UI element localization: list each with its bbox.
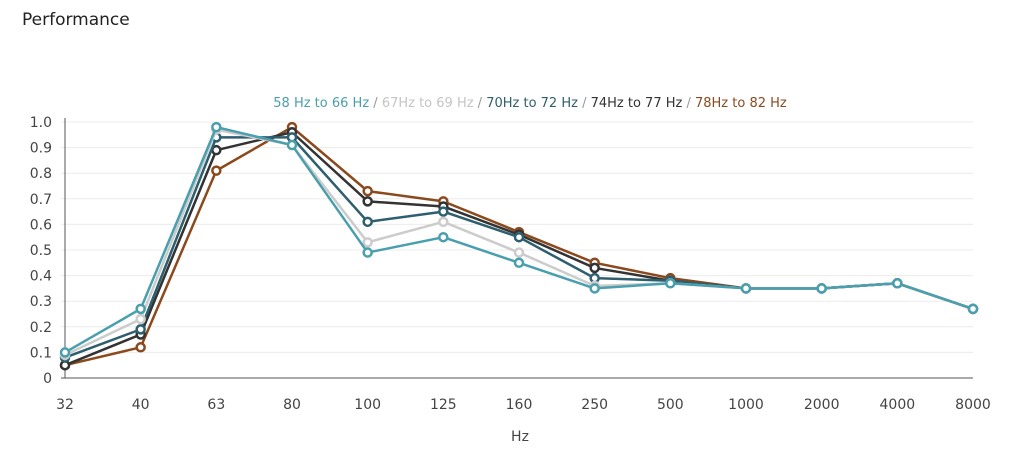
x-tick-label: 500 (657, 397, 684, 413)
legend-text: 58 Hz to 66 Hz / 67Hz to 69 Hz / 70Hz to… (273, 96, 787, 111)
x-axis: 32 40 63 80 100 125 160 250 500 1000 2000 4000 8000 (56, 377, 991, 413)
x-tick-label: 100 (354, 397, 381, 413)
data-point[interactable] (665, 278, 676, 289)
series-1 (59, 121, 979, 358)
data-point[interactable] (362, 196, 373, 207)
data-point[interactable] (740, 283, 752, 294)
data-point[interactable] (967, 303, 979, 315)
data-point[interactable] (286, 139, 298, 151)
legend-separator: / (578, 96, 591, 111)
legend-separator: / (474, 96, 487, 111)
data-point[interactable] (135, 303, 146, 315)
x-tick-label: 8000 (955, 397, 991, 413)
y-tick-label: 0 (43, 371, 52, 387)
x-tick-label: 250 (581, 397, 608, 413)
x-tick-label: 63 (207, 397, 225, 413)
y-tick-label: 0.7 (30, 192, 52, 208)
data-point[interactable] (135, 313, 146, 325)
y-tick-label: 0.8 (30, 166, 52, 182)
y-tick-label: 0.2 (30, 320, 52, 336)
x-tick-label: 125 (430, 397, 457, 413)
data-point[interactable] (211, 121, 222, 133)
y-tick-label: 0.5 (30, 243, 52, 259)
data-point[interactable] (816, 283, 827, 294)
data-point[interactable] (892, 278, 903, 289)
y-tick-label: 0.4 (30, 269, 52, 285)
data-point[interactable] (513, 257, 525, 269)
legend-separator: / (369, 96, 382, 111)
data-point[interactable] (135, 324, 146, 335)
y-tick-label: 0.9 (30, 141, 52, 157)
data-point[interactable] (438, 231, 449, 243)
legend-item-3[interactable]: 70Hz to 72 Hz (486, 96, 578, 111)
x-axis-label: Hz (511, 429, 529, 445)
data-point[interactable] (211, 165, 222, 176)
x-tick-label: 160 (506, 397, 533, 413)
legend-item-1[interactable]: 58 Hz to 66 Hz (273, 96, 369, 111)
legend-item-2[interactable]: 67Hz to 69 Hz (382, 96, 474, 111)
legend[interactable]: 58 Hz to 66 Hz / 67Hz to 69 Hz / 70Hz to… (273, 96, 787, 111)
y-tick-label: 1.0 (30, 115, 52, 131)
data-point[interactable] (589, 283, 600, 294)
data-point[interactable] (362, 185, 373, 197)
legend-item-5[interactable]: 78Hz to 82 Hz (695, 96, 787, 111)
data-point[interactable] (59, 347, 71, 358)
y-tick-label: 0.3 (30, 294, 52, 310)
y-tick-label: 0.6 (30, 217, 52, 233)
legend-item-4[interactable]: 74Hz to 77 Hz (591, 96, 683, 111)
panel-title: Performance (22, 10, 130, 30)
series-5 (59, 121, 979, 371)
x-tick-label: 1000 (728, 397, 764, 413)
x-tick-label: 40 (132, 397, 150, 413)
x-tick-label: 80 (283, 397, 301, 413)
data-point[interactable] (438, 216, 449, 228)
x-tick-label: 2000 (804, 397, 840, 413)
data-point[interactable] (135, 342, 146, 353)
legend-separator: / (682, 96, 695, 111)
data-point[interactable] (362, 216, 373, 228)
x-tick-label: 4000 (880, 397, 916, 413)
data-point[interactable] (513, 231, 525, 243)
data-point[interactable] (513, 247, 525, 258)
data-point[interactable] (362, 247, 373, 258)
series-group (59, 121, 979, 371)
data-point[interactable] (362, 237, 373, 248)
y-tick-label: 0.1 (30, 345, 52, 361)
data-point[interactable] (438, 206, 449, 217)
x-tick-label: 32 (56, 397, 74, 413)
y-axis: 0 0.1 0.2 0.3 0.4 0.5 0.6 0.7 0.8 0.9 1.0 (30, 115, 66, 387)
data-point[interactable] (589, 262, 600, 274)
